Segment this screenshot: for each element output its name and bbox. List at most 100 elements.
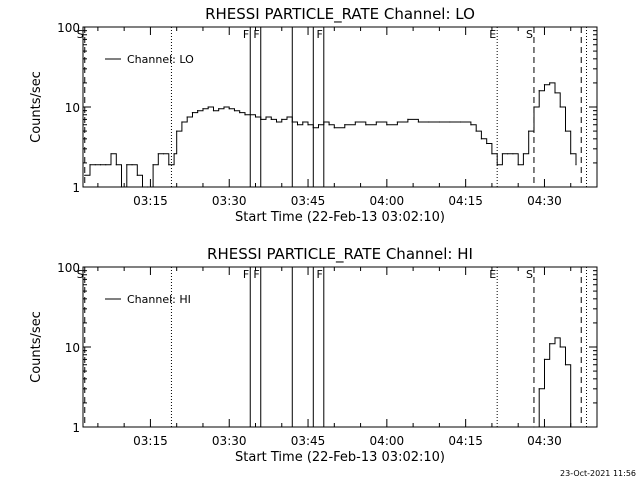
data-point	[333, 127, 335, 129]
data-point	[218, 108, 220, 110]
x-tick-label: 03:30	[212, 434, 247, 448]
x-tick-label: 04:30	[527, 194, 562, 208]
data-point	[564, 130, 567, 132]
event-marker-label: F	[253, 28, 259, 41]
data-point	[99, 164, 102, 166]
data-point	[354, 121, 356, 123]
data-point	[538, 90, 540, 92]
data-point	[549, 82, 551, 84]
data-point	[281, 118, 283, 120]
x-tick-label: 03:45	[291, 194, 326, 208]
data-point	[543, 358, 546, 360]
data-point	[105, 164, 107, 166]
data-point	[84, 174, 86, 176]
data-point	[191, 112, 194, 114]
data-point	[570, 426, 572, 428]
x-tick-label: 04:15	[448, 194, 483, 208]
data-point	[147, 186, 149, 188]
data-point	[533, 106, 535, 108]
x-axis-label: Start Time (22-Feb-13 03:02:10)	[235, 450, 445, 465]
data-point	[538, 388, 540, 390]
data-point	[559, 346, 561, 348]
data-point	[131, 164, 133, 166]
series-line-channel-hi	[534, 337, 572, 428]
event-marker-label: F	[243, 268, 249, 281]
data-point	[496, 164, 498, 166]
data-point	[168, 164, 170, 166]
y-axis-label: Counts/sec	[29, 311, 44, 383]
event-marker-label: S	[526, 268, 533, 281]
data-point	[152, 164, 154, 166]
event-marker-label: S	[77, 28, 84, 41]
hi-channel-panel: RHESSI PARTICLE_RATE Channel: HI Start Ti…	[29, 245, 598, 465]
data-point	[312, 127, 314, 129]
data-point	[407, 118, 409, 120]
event-marker-label: E	[489, 28, 496, 41]
data-point	[428, 121, 430, 123]
data-point	[575, 164, 577, 166]
x-tick-label: 03:30	[212, 194, 247, 208]
legend-entry: Channel: HI	[127, 293, 191, 306]
data-point	[396, 121, 398, 123]
y-tick-label: 100	[57, 261, 80, 275]
data-point	[244, 114, 246, 116]
x-tick-label: 03:15	[133, 434, 168, 448]
legend-entry: Channel: LO	[127, 53, 194, 66]
data-point	[223, 106, 225, 108]
data-point	[365, 124, 367, 126]
data-point	[302, 121, 304, 123]
data-point	[570, 153, 572, 155]
data-point	[501, 153, 504, 155]
data-point	[270, 118, 272, 120]
data-point	[89, 164, 91, 166]
data-point	[286, 116, 288, 118]
data-point	[438, 121, 440, 123]
data-point	[202, 108, 204, 110]
data-point	[296, 124, 299, 126]
data-point	[470, 124, 472, 126]
data-point	[115, 164, 117, 166]
data-point	[197, 110, 199, 112]
x-axis-label: Start Time (22-Feb-13 03:02:10)	[235, 210, 445, 225]
event-marker-label: F	[253, 268, 259, 281]
data-point	[176, 130, 178, 132]
x-tick-label: 04:30	[527, 434, 562, 448]
data-point	[254, 116, 257, 118]
data-point	[239, 112, 241, 114]
data-point	[543, 84, 546, 86]
event-marker-label: F	[316, 28, 322, 41]
x-tick-label: 04:00	[370, 194, 405, 208]
data-point	[181, 121, 183, 123]
y-tick-label: 10	[65, 101, 80, 115]
data-point	[120, 186, 123, 188]
footer-timestamp: 23-Oct-2021 11:56	[560, 469, 636, 478]
data-point	[228, 108, 230, 110]
event-marker-label: E	[489, 268, 496, 281]
y-tick-label: 10	[65, 341, 80, 355]
event-marker-label: F	[316, 268, 322, 281]
data-point	[212, 110, 215, 112]
data-point	[512, 153, 514, 155]
y-tick-label: 1	[72, 181, 80, 195]
data-point	[549, 343, 551, 345]
data-point	[307, 124, 309, 126]
series-line-channel-lo	[84, 82, 577, 188]
data-point	[291, 121, 293, 123]
chart-title: RHESSI PARTICLE_RATE Channel: HI	[207, 245, 473, 264]
data-point	[528, 130, 530, 132]
data-point	[136, 174, 138, 176]
data-point	[386, 124, 388, 126]
data-point	[375, 121, 377, 123]
event-marker-label: S	[77, 268, 84, 281]
data-point	[265, 116, 267, 118]
data-point	[522, 153, 525, 155]
x-tick-label: 04:00	[370, 434, 405, 448]
data-point	[417, 121, 419, 123]
data-point	[480, 138, 483, 140]
y-tick-label: 1	[72, 421, 80, 435]
data-point	[554, 92, 556, 94]
data-point	[554, 337, 556, 339]
data-point	[186, 116, 188, 118]
